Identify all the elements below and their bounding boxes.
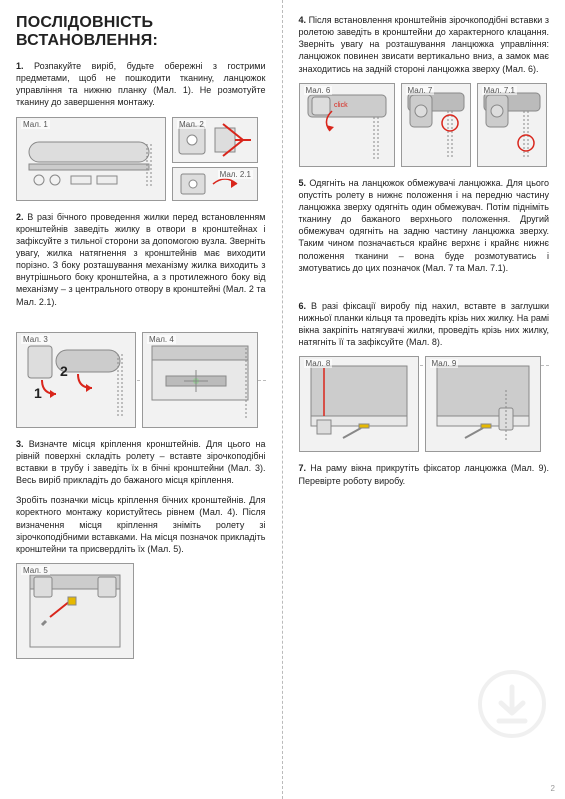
fig-7-svg	[404, 87, 468, 163]
fig-9-svg	[429, 360, 537, 448]
step-3b-text: Зробіть позначки місць кріплення бічних …	[16, 494, 266, 555]
fig-1-caption: Мал. 1	[21, 120, 50, 129]
fig-2: Мал. 2	[172, 117, 258, 163]
svg-text:2: 2	[60, 363, 68, 379]
step-3-body: Визначте місця кріплення кронштейнів. Дл…	[16, 439, 266, 485]
fig-5: Мал. 5	[16, 563, 134, 659]
step-2-body: В разі бічного проведення жилки перед вс…	[16, 212, 266, 307]
fig-2-caption: Мал. 2	[177, 120, 206, 129]
fig-4-caption: Мал. 4	[147, 335, 176, 344]
fig-9-caption: Мал. 9	[430, 359, 459, 368]
watermark-icon	[477, 669, 547, 739]
fig-7-1: Мал. 7.1	[477, 83, 547, 167]
fig-row-r1: Мал. 6 click Мал. 7	[299, 83, 550, 167]
step-6-text: 6. В разі фіксації виробу під нахил, вст…	[299, 300, 550, 349]
step-6-num: 6.	[299, 301, 307, 311]
fig-2-1-caption: Мал. 2.1	[218, 170, 253, 179]
page-title: ПОСЛІДОВНІСТЬ ВСТАНОВЛЕННЯ:	[16, 14, 266, 50]
page-number: 2	[551, 784, 555, 793]
step-2-text: 2. В разі бічного проведення жилки перед…	[16, 211, 266, 308]
fig-1-svg	[21, 124, 161, 194]
fig-3: Мал. 3 1 2	[16, 332, 136, 428]
right-column: 4. Після встановлення кронштейнів зірочк…	[283, 0, 565, 799]
fig-8-svg	[303, 360, 415, 448]
step-1-num: 1.	[16, 61, 24, 71]
fig-row-3: Мал. 5	[16, 563, 266, 659]
step-4-body: Після встановлення кронштейнів зірочкопо…	[299, 15, 550, 74]
fig-4-svg	[146, 336, 254, 424]
fig-6-svg: click	[302, 87, 392, 163]
fig-8: Мал. 8	[299, 356, 419, 452]
step-3b-body: Зробіть позначки місць кріплення бічних …	[16, 495, 266, 554]
step-3-text: 3. Визначте місця кріплення кронштейнів.…	[16, 438, 266, 487]
fig-2-stack: Мал. 2 Мал. 2.1	[172, 117, 258, 201]
click-label: click	[334, 102, 348, 109]
fig-2-1: Мал. 2.1	[172, 167, 258, 201]
left-column: ПОСЛІДОВНІСТЬ ВСТАНОВЛЕННЯ: 1. Розпакуйт…	[0, 0, 283, 799]
fig-6: Мал. 6 click	[299, 83, 395, 167]
fig-1: Мал. 1	[16, 117, 166, 201]
fig-row-r2: Мал. 8 Мал. 9	[299, 356, 550, 452]
step-7-text: 7. На раму вікна прикрутіть фіксатор лан…	[299, 462, 550, 486]
fig-5-svg	[20, 567, 130, 655]
fig-4: Мал. 4	[142, 332, 258, 428]
fig-7: Мал. 7	[401, 83, 471, 167]
fig-7-1-caption: Мал. 7.1	[482, 86, 517, 95]
fig-5-caption: Мал. 5	[21, 566, 50, 575]
fig-7-caption: Мал. 7	[406, 86, 435, 95]
fig-3-svg: 1 2	[20, 336, 132, 424]
fig-row-1: Мал. 1 Мал. 2	[16, 117, 266, 201]
step-1-text: 1. Розпакуйте виріб, будьте обережні з г…	[16, 60, 266, 109]
fig-7-1-svg	[480, 87, 544, 163]
step-7-body: На раму вікна прикрутіть фіксатор ланцюж…	[299, 463, 550, 485]
fig-6-caption: Мал. 6	[304, 86, 333, 95]
fig-8-caption: Мал. 8	[304, 359, 333, 368]
step-2-num: 2.	[16, 212, 24, 222]
step-5-num: 5.	[299, 178, 307, 188]
step-5-body: Одягніть на ланцюжок обмежувачі ланцюжка…	[299, 178, 550, 273]
step-1-body: Розпакуйте виріб, будьте обережні з гост…	[16, 61, 266, 107]
svg-text:1: 1	[34, 385, 42, 401]
fig-3-caption: Мал. 3	[21, 335, 50, 344]
step-6-body: В разі фіксації виробу під нахил, вставт…	[299, 301, 550, 347]
step-3-num: 3.	[16, 439, 24, 449]
step-5-text: 5. Одягніть на ланцюжок обмежувачі ланцю…	[299, 177, 550, 274]
step-4-text: 4. Після встановлення кронштейнів зірочк…	[299, 14, 550, 75]
instruction-page: ПОСЛІДОВНІСТЬ ВСТАНОВЛЕННЯ: 1. Розпакуйт…	[0, 0, 565, 799]
fig-9: Мал. 9	[425, 356, 541, 452]
step-7-num: 7.	[299, 463, 307, 473]
step-4-num: 4.	[299, 15, 307, 25]
